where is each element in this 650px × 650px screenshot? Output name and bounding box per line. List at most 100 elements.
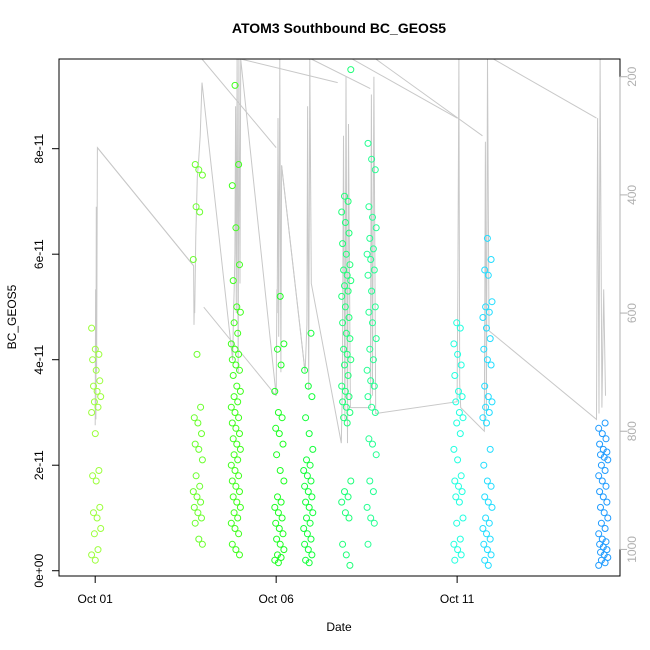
data-point: [481, 556, 489, 564]
data-point: [193, 350, 201, 358]
y2-axis: 200 400 600 800 1000: [619, 66, 639, 563]
data-point: [347, 477, 355, 485]
data-point: [364, 540, 372, 548]
data-point: [341, 488, 348, 496]
data-point: [453, 319, 461, 327]
data-point: [280, 546, 288, 554]
data-point: [602, 538, 610, 546]
data-point: [603, 498, 611, 506]
data-point: [365, 203, 373, 211]
data-point: [486, 445, 494, 453]
data-point: [341, 361, 348, 369]
data-point: [234, 514, 242, 522]
data-point: [363, 366, 371, 374]
data-point: [341, 387, 349, 395]
data-point: [305, 430, 313, 438]
data-point: [301, 540, 309, 548]
data-point: [232, 482, 240, 490]
data-point: [341, 192, 348, 200]
data-point: [227, 340, 235, 348]
data-point: [340, 266, 348, 274]
data-point: [347, 66, 355, 74]
data-point: [307, 535, 315, 543]
data-point: [308, 551, 316, 559]
x-axis: Oct 01 Oct 06 Oct 11: [78, 575, 475, 606]
data-point: [345, 229, 353, 237]
x-tick-label: Oct 01: [78, 592, 114, 606]
data-point: [344, 287, 352, 295]
data-point: [484, 393, 492, 401]
pressure-track-segment: [311, 59, 371, 89]
data-point: [368, 287, 376, 295]
data-point: [230, 451, 238, 459]
data-point: [277, 498, 285, 506]
data-point: [235, 414, 243, 422]
pressure-track-segment: [375, 59, 483, 137]
data-point: [309, 445, 317, 453]
pressure-track-layer: [94, 59, 606, 444]
data-point: [453, 419, 461, 427]
data-point: [451, 372, 459, 379]
data-point: [339, 319, 347, 327]
data-point: [231, 409, 239, 416]
data-point: [368, 403, 376, 411]
data-point: [604, 514, 612, 522]
data-point: [232, 361, 240, 369]
data-point: [604, 554, 612, 561]
data-point: [601, 559, 609, 567]
data-point: [486, 535, 494, 543]
data-point: [305, 503, 313, 511]
data-point: [271, 387, 279, 395]
data-point: [272, 519, 280, 527]
data-point: [456, 430, 464, 438]
data-point: [231, 345, 239, 353]
pressure-track-segment: [201, 59, 277, 148]
data-point: [369, 356, 377, 364]
data-point: [457, 472, 465, 480]
data-point: [234, 456, 242, 464]
data-point: [371, 303, 379, 311]
data-point: [232, 546, 240, 554]
data-point: [341, 282, 348, 290]
data-point: [485, 308, 493, 316]
data-point: [483, 324, 490, 332]
data-point: [454, 456, 462, 464]
data-point: [458, 488, 466, 496]
data-point: [230, 319, 238, 327]
data-point: [92, 366, 100, 374]
data-point: [303, 530, 311, 538]
data-point: [308, 393, 316, 401]
data-point: [97, 393, 105, 401]
data-point: [228, 477, 236, 485]
data-point: [450, 540, 458, 548]
data-point: [232, 224, 240, 232]
y-tick-label: 2e-11: [32, 450, 46, 480]
data-point: [346, 409, 354, 416]
data-point: [596, 440, 604, 448]
data-point: [371, 409, 379, 416]
data-point: [274, 509, 282, 517]
data-point: [481, 266, 489, 274]
data-point: [338, 208, 346, 216]
data-point: [227, 461, 235, 469]
data-point: [488, 298, 496, 306]
data-point: [367, 514, 375, 522]
data-point: [234, 398, 242, 406]
data-point: [233, 303, 241, 311]
data-point: [595, 530, 603, 538]
chart-title: ATOM3 Southbound BC_GEOS5: [232, 20, 446, 36]
data-point: [344, 197, 352, 205]
data-point: [90, 509, 97, 517]
pressure-track-line: [94, 59, 606, 444]
data-point: [274, 345, 281, 353]
data-point: [338, 382, 346, 390]
data-point: [227, 403, 235, 411]
data-point: [342, 403, 350, 411]
y2-tick-label: 200: [625, 66, 639, 86]
data-point: [481, 493, 489, 501]
data-point: [484, 561, 492, 569]
data-point: [481, 382, 489, 390]
data-point: [370, 382, 378, 390]
data-point: [341, 219, 349, 226]
